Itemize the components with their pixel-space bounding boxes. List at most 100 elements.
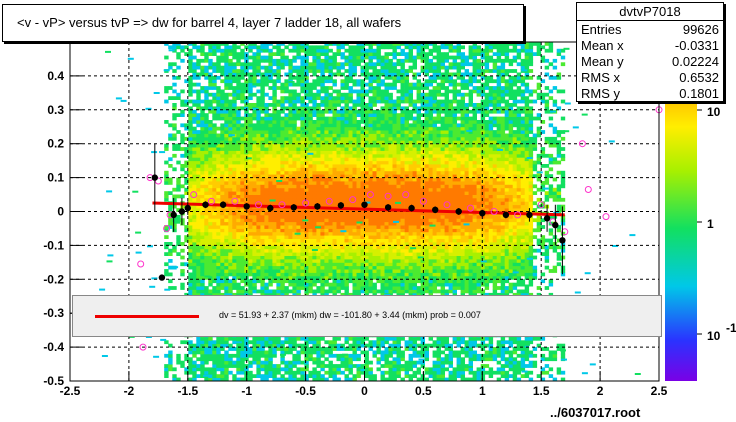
density-cell bbox=[344, 245, 349, 250]
density-cell bbox=[344, 120, 349, 124]
density-cell bbox=[244, 187, 249, 192]
density-cell bbox=[292, 92, 297, 97]
density-cell bbox=[328, 340, 333, 345]
density-cell bbox=[336, 136, 341, 141]
density-cell bbox=[284, 62, 289, 67]
density-cell bbox=[172, 136, 177, 141]
density-cell bbox=[356, 336, 361, 341]
density-cell bbox=[192, 133, 197, 138]
density-cell bbox=[376, 75, 381, 80]
density-cell bbox=[204, 248, 209, 253]
density-cell bbox=[332, 120, 337, 124]
density-cell bbox=[212, 289, 217, 294]
density-cell bbox=[188, 221, 193, 226]
density-cell bbox=[400, 350, 405, 355]
density-cell bbox=[300, 336, 305, 341]
density-cell bbox=[328, 86, 333, 90]
density-cell bbox=[368, 42, 373, 46]
density-cell bbox=[192, 252, 197, 256]
density-cell bbox=[328, 133, 333, 138]
density-cell bbox=[280, 252, 285, 256]
density-cell bbox=[300, 79, 305, 84]
density-cell bbox=[344, 279, 349, 284]
density-cell bbox=[264, 194, 269, 199]
density-cell bbox=[368, 231, 373, 236]
density-cell bbox=[376, 45, 381, 50]
density-cell bbox=[392, 197, 397, 202]
density-cell bbox=[296, 52, 301, 56]
density-cell bbox=[252, 130, 257, 134]
density-cell bbox=[204, 269, 209, 273]
density-cell bbox=[376, 265, 381, 270]
density-cell bbox=[384, 42, 389, 46]
density-cell bbox=[400, 133, 405, 138]
density-cell bbox=[248, 289, 253, 294]
density-cell bbox=[328, 167, 333, 172]
density-cell bbox=[304, 211, 309, 216]
density-cell bbox=[392, 242, 397, 246]
density-cell bbox=[228, 123, 233, 128]
density-cell bbox=[372, 157, 377, 162]
density-cell bbox=[328, 347, 333, 351]
density-cell bbox=[172, 96, 177, 100]
density-cell bbox=[216, 269, 221, 273]
density-cell bbox=[292, 184, 297, 189]
density-cell bbox=[192, 272, 197, 277]
density-cell bbox=[308, 265, 313, 270]
density-cell bbox=[268, 153, 273, 158]
density-cell bbox=[212, 360, 217, 365]
density-cell bbox=[236, 265, 241, 270]
density-cell bbox=[336, 130, 341, 134]
density-cell bbox=[228, 272, 233, 277]
density-cell bbox=[276, 262, 281, 267]
density-cell bbox=[220, 272, 225, 277]
density-cell bbox=[192, 238, 197, 243]
density-cell bbox=[248, 347, 253, 351]
density-cell bbox=[352, 133, 357, 138]
density-cell bbox=[216, 89, 221, 94]
density-cell bbox=[324, 181, 329, 185]
density-cell bbox=[316, 252, 321, 256]
density-cell bbox=[192, 248, 197, 253]
density-cell bbox=[384, 364, 389, 368]
density-cell bbox=[216, 69, 221, 73]
density-cell bbox=[260, 140, 265, 145]
density-cell bbox=[240, 252, 245, 256]
density-cell bbox=[212, 265, 217, 270]
density-cell bbox=[400, 231, 405, 236]
density-cell bbox=[328, 79, 333, 84]
density-cell bbox=[356, 150, 361, 155]
density-cell bbox=[316, 340, 321, 345]
density-cell bbox=[232, 48, 237, 53]
density-cell bbox=[292, 370, 297, 375]
density-cell bbox=[192, 214, 197, 219]
density-cell bbox=[252, 245, 257, 250]
density-cell bbox=[276, 265, 281, 270]
density-cell bbox=[352, 340, 357, 345]
density-cell bbox=[228, 184, 233, 189]
density-cell bbox=[284, 136, 289, 141]
density-cell bbox=[356, 214, 361, 219]
density-cell bbox=[264, 364, 269, 368]
density-cell bbox=[216, 255, 221, 260]
density-cell bbox=[276, 113, 281, 117]
density-cell bbox=[380, 153, 385, 158]
density-cell bbox=[276, 126, 281, 131]
density-cell bbox=[232, 191, 237, 195]
density-cell bbox=[248, 123, 253, 128]
density-cell bbox=[196, 153, 201, 158]
density-cell bbox=[232, 86, 237, 90]
density-cell bbox=[296, 279, 301, 284]
density-cell bbox=[240, 140, 245, 145]
density-cell bbox=[388, 286, 393, 290]
density-cell bbox=[300, 252, 305, 256]
density-cell bbox=[356, 109, 361, 114]
density-cell bbox=[248, 269, 253, 273]
density-cell bbox=[396, 211, 401, 216]
density-cell bbox=[200, 235, 205, 239]
density-cell bbox=[304, 75, 309, 80]
density-cell bbox=[220, 218, 225, 223]
density-cell bbox=[400, 218, 405, 223]
density-cell bbox=[292, 113, 297, 117]
density-cell bbox=[356, 370, 361, 375]
